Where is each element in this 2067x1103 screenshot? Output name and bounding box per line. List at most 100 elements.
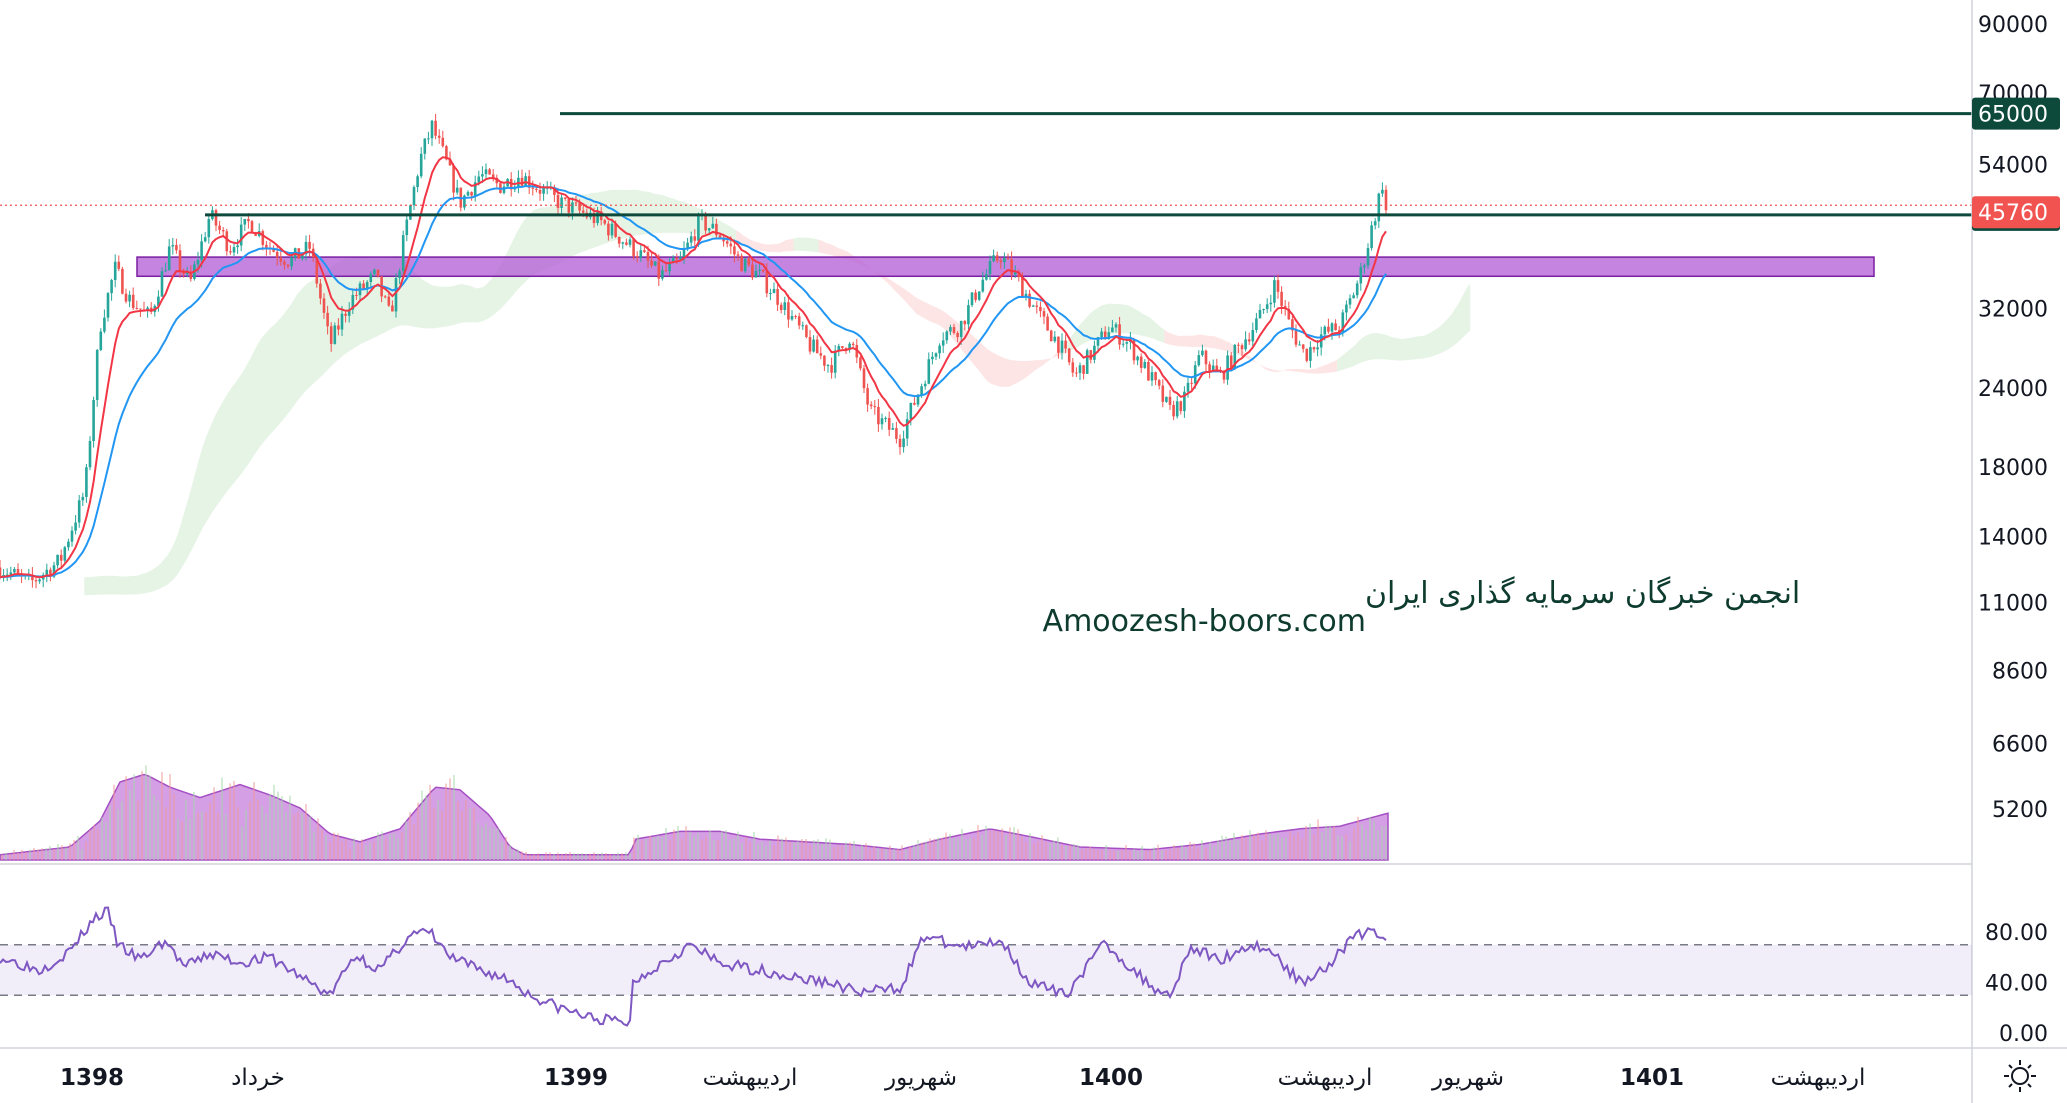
candle-body: [301, 254, 304, 259]
candle-body: [0, 567, 2, 578]
candle-body: [409, 205, 412, 220]
candle-body: [423, 138, 427, 154]
candle-body: [1096, 337, 1100, 346]
candle-body: [923, 383, 927, 387]
cloud-segment: [1020, 360, 1024, 382]
candle-body: [898, 438, 902, 448]
watermark-persian: انجمن خبرگان سرمایه گذاری ایران: [1365, 576, 1800, 611]
candle-body: [754, 270, 758, 278]
cloud-segment: [311, 279, 315, 386]
rsi-tick-label: 40.00: [1985, 972, 2048, 997]
candle-body: [160, 271, 164, 297]
cloud-segment: [109, 575, 114, 595]
cloud-segment: [275, 320, 279, 430]
candle-body: [927, 359, 931, 384]
cloud-segment: [408, 263, 412, 327]
candle-body: [344, 313, 347, 316]
candle-body: [1345, 304, 1348, 313]
candle-body: [581, 210, 585, 213]
candle-body: [873, 406, 877, 408]
time-axis[interactable]: 1398 خرداد 1399 اردیبهشت شهریور 1400 اردیبهشت ش…: [60, 1065, 1865, 1091]
candle-body: [635, 256, 639, 258]
cloud-segment: [883, 275, 888, 283]
cloud-segment: [138, 574, 142, 595]
rsi-axis[interactable]: 80.00 40.00 0.00: [1985, 921, 2048, 1047]
cloud-segment: [1196, 334, 1201, 347]
cloud-segment: [1329, 361, 1334, 373]
candle-body: [1031, 305, 1035, 307]
horizontal-levels[interactable]: [0, 112, 1972, 217]
price-axis[interactable]: 9000070000540004500032000240001800014000…: [1972, 13, 2060, 823]
cloud-segment: [1049, 357, 1053, 361]
purple-zone-rect[interactable]: [136, 256, 1875, 278]
candle-body: [542, 188, 545, 194]
cloud-segment: [1333, 359, 1338, 373]
candle-body: [135, 308, 139, 310]
candle-body: [1215, 365, 1219, 370]
cloud-segment: [483, 283, 488, 321]
candle-body: [113, 261, 117, 281]
cloud-segment: [203, 435, 207, 528]
candle-body: [1060, 340, 1064, 353]
candle-body: [988, 261, 992, 275]
cloud-segment: [541, 207, 546, 271]
cloud-segment: [98, 575, 103, 595]
price-badge-65000[interactable]: 65000: [1972, 97, 2060, 130]
candle-body: [117, 261, 121, 269]
cloud-segment: [465, 284, 470, 323]
candle-body: [787, 302, 790, 320]
candle-body: [891, 428, 895, 430]
candle-body: [52, 565, 56, 577]
cloud-segment: [462, 284, 466, 323]
candle-body: [797, 316, 801, 326]
candle-body: [92, 399, 95, 442]
candle-body: [689, 236, 693, 243]
candle-body: [1301, 344, 1305, 349]
cloud-segment: [685, 202, 690, 234]
candle-body: [535, 188, 538, 190]
candle-body: [974, 292, 977, 300]
cloud-segment: [991, 351, 996, 386]
candle-body: [1208, 364, 1211, 372]
cloud-segment: [1351, 345, 1356, 367]
price-badge-45760[interactable]: 45760: [1972, 196, 2060, 229]
candle-body: [1265, 304, 1269, 310]
cloud-segment: [300, 286, 304, 398]
candle-body: [391, 305, 394, 312]
candle-body: [985, 274, 988, 280]
candle-body: [1276, 280, 1280, 292]
cloud-segment: [1088, 311, 1093, 341]
cloud-segment: [908, 292, 913, 310]
cloud-segment: [1121, 304, 1125, 334]
support-zone[interactable]: [136, 256, 1875, 278]
candle-body: [1006, 258, 1010, 260]
candle-body: [1035, 305, 1039, 307]
cloud-segment: [1416, 336, 1420, 360]
cloud-segment: [1365, 334, 1370, 362]
candle-body: [121, 268, 124, 294]
candle-body: [196, 259, 200, 265]
cloud-segment: [1427, 332, 1431, 358]
candle-body: [448, 159, 452, 166]
cloud-segment: [890, 279, 895, 291]
cloud-segment: [1005, 358, 1010, 387]
cloud-segment: [447, 286, 452, 327]
candle-body: [99, 331, 103, 350]
cloud-segment: [1304, 369, 1309, 374]
cloud-segment: [372, 258, 376, 339]
candle-body: [1082, 365, 1085, 374]
candle-body: [376, 269, 380, 277]
candle-body: [671, 257, 675, 264]
cloud-segment: [228, 387, 232, 491]
cloud-segment: [167, 550, 171, 585]
candle-body: [531, 187, 535, 189]
cloud-segment: [145, 571, 150, 594]
cloud-segment: [1081, 319, 1086, 345]
candle-body: [758, 269, 761, 271]
candle-body: [373, 269, 376, 275]
settings-sun-icon[interactable]: [2004, 1060, 2036, 1092]
candle-body: [1287, 308, 1291, 320]
cloud-segment: [1031, 360, 1035, 374]
candle-body: [1193, 365, 1197, 384]
